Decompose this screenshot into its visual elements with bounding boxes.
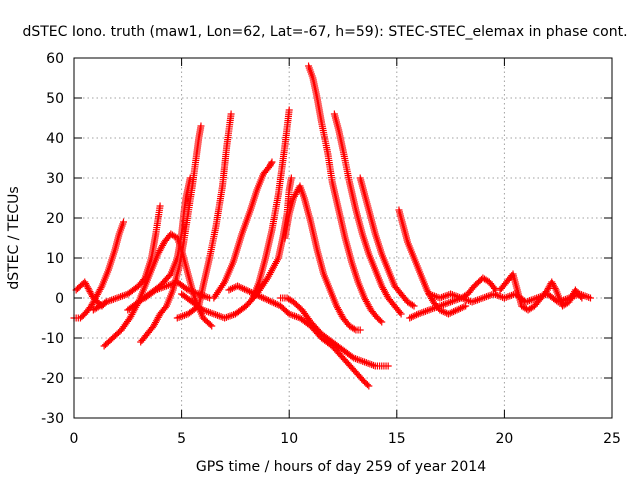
axes: 0 5 10 15 20 25 -30 -20 -10 0 10 20 30 40 50 60 [41, 51, 621, 447]
x-axis-label: GPS time / hours of day 259 of year 2014 [196, 459, 486, 475]
x-tick-label: 20 [495, 431, 513, 447]
series-17-markers [356, 174, 418, 310]
series-18 [395, 206, 470, 318]
y-tick-label: 60 [46, 51, 64, 67]
y-tick-label: 40 [46, 131, 64, 147]
series-10-markers [210, 158, 276, 302]
series-16-markers [330, 110, 405, 318]
y-tick-label: 0 [55, 291, 64, 307]
x-tick-label: 25 [603, 431, 621, 447]
series-17 [356, 174, 418, 310]
series-15 [305, 62, 386, 326]
series-3 [89, 202, 164, 314]
series-14 [281, 182, 364, 334]
series-14-markers [281, 182, 364, 334]
y-tick-label: 10 [46, 251, 64, 267]
series-5-markers [137, 122, 205, 346]
series-8-markers [173, 110, 235, 322]
series-5 [137, 122, 205, 346]
x-tick-label: 5 [177, 431, 186, 447]
series-21-markers [496, 270, 586, 314]
series-3-markers [89, 202, 164, 314]
x-tick-label: 0 [70, 431, 79, 447]
series-11-markers [249, 106, 293, 302]
series-12-markers [225, 282, 373, 390]
x-tick-label: 10 [280, 431, 298, 447]
series-13-markers [277, 294, 392, 370]
series-15-markers [305, 62, 386, 326]
y-tick-label: 20 [46, 211, 64, 227]
y-tick-label: -20 [41, 371, 64, 387]
data-points [70, 62, 594, 390]
y-tick-label: 30 [46, 171, 64, 187]
series-18-markers [395, 206, 470, 318]
series-16 [330, 110, 405, 318]
y-axis-label: dSTEC / TECUs [6, 186, 22, 289]
series-13 [277, 294, 392, 370]
chart-title: dSTEC Iono. truth (maw1, Lon=62, Lat=-67… [22, 24, 627, 40]
x-tick-label: 15 [388, 431, 406, 447]
series-11 [249, 106, 293, 302]
series-12 [225, 282, 373, 390]
series-21 [496, 270, 586, 314]
y-tick-label: -10 [41, 331, 64, 347]
y-tick-label: 50 [46, 91, 64, 107]
series-10 [210, 158, 276, 302]
series-8 [173, 110, 235, 322]
plot-frame [73, 57, 613, 419]
y-tick-label: -30 [41, 411, 64, 427]
